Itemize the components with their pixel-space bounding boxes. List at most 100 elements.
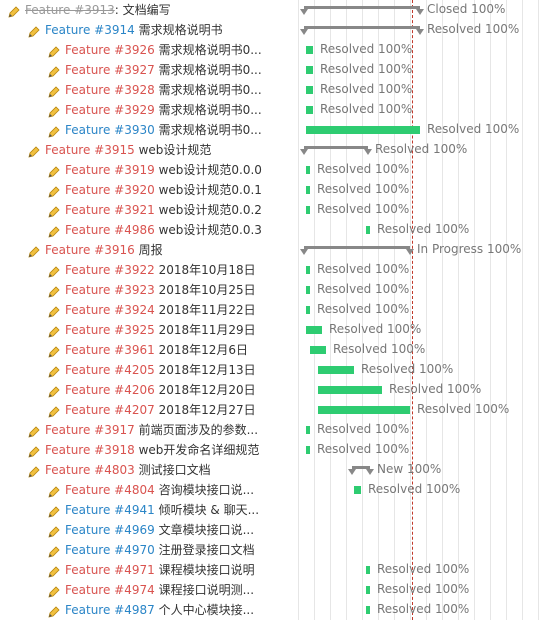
issue-link[interactable]: Feature #4986 <box>65 223 155 237</box>
task-bar[interactable] <box>366 566 370 574</box>
pencil-icon <box>48 564 60 578</box>
grid-line <box>442 0 443 620</box>
status-label: Resolved 100% <box>377 582 470 596</box>
issue-label: Feature #3918 web开发命名详细规范 <box>45 440 259 460</box>
grid-line <box>362 0 363 620</box>
issue-link[interactable]: Feature #3928 <box>65 83 155 97</box>
status-label: Resolved 100% <box>317 202 410 216</box>
pencil-icon <box>28 444 40 458</box>
status-label: Resolved 100% <box>320 102 413 116</box>
issue-title: 需求规格说明书0... <box>158 63 262 77</box>
grid-line <box>538 0 539 620</box>
issue-link[interactable]: Feature #3923 <box>65 283 155 297</box>
issue-link[interactable]: Feature #3961 <box>65 343 155 357</box>
issue-link[interactable]: Feature #3913 <box>25 3 115 17</box>
status-label: Resolved 100% <box>375 142 468 156</box>
issue-link[interactable]: Feature #4804 <box>65 483 155 497</box>
issue-row: Feature #4986 web设计规范0.0.3 <box>0 220 298 240</box>
issue-label: Feature #4986 web设计规范0.0.3 <box>65 220 262 240</box>
issue-row: Feature #4205 2018年12月13日 <box>0 360 298 380</box>
parent-bar <box>304 146 368 149</box>
issue-link[interactable]: Feature #3926 <box>65 43 155 57</box>
issue-link[interactable]: Feature #3914 <box>45 23 135 37</box>
status-label: New 100% <box>377 462 442 476</box>
issue-title: web设计规范0.0.0 <box>158 163 262 177</box>
issue-link[interactable]: Feature #3927 <box>65 63 155 77</box>
issue-link[interactable]: Feature #3924 <box>65 303 155 317</box>
issue-label: Feature #3917 前端页面涉及的参数... <box>45 420 258 440</box>
task-bar[interactable] <box>306 206 310 214</box>
task-bar[interactable] <box>366 226 370 234</box>
task-bar[interactable] <box>306 426 310 434</box>
task-bar[interactable] <box>306 266 310 274</box>
issue-row: Feature #4941 倾听模块 & 聊天... <box>0 500 298 520</box>
pencil-icon <box>48 384 60 398</box>
grid-line <box>410 0 411 620</box>
status-label: In Progress 100% <box>417 242 522 256</box>
task-bar[interactable] <box>366 586 370 594</box>
task-bar[interactable] <box>306 286 310 294</box>
task-bar[interactable] <box>354 486 361 494</box>
issue-link[interactable]: Feature #4969 <box>65 523 155 537</box>
issue-link[interactable]: Feature #3929 <box>65 103 155 117</box>
task-bar[interactable] <box>306 306 310 314</box>
issue-link[interactable]: Feature #3921 <box>65 203 155 217</box>
issue-link[interactable]: Feature #3922 <box>65 263 155 277</box>
pencil-icon <box>48 164 60 178</box>
pencil-icon <box>48 184 60 198</box>
issue-link[interactable]: Feature #4206 <box>65 383 155 397</box>
task-bar[interactable] <box>306 86 313 94</box>
issue-link[interactable]: Feature #4207 <box>65 403 155 417</box>
task-bar[interactable] <box>306 66 313 74</box>
issue-title: 需求规格说明书0... <box>158 43 262 57</box>
issue-link[interactable]: Feature #4987 <box>65 603 155 617</box>
issue-label: Feature #3928 需求规格说明书0... <box>65 80 262 100</box>
issue-label: Feature #3913: 文档编写 <box>25 3 171 17</box>
issue-label: Feature #4941 倾听模块 & 聊天... <box>65 500 259 520</box>
task-bar[interactable] <box>306 106 313 114</box>
issue-link[interactable]: Feature #4205 <box>65 363 155 377</box>
task-bar[interactable] <box>306 446 310 454</box>
issue-link[interactable]: Feature #3920 <box>65 183 155 197</box>
task-bar[interactable] <box>318 366 354 374</box>
task-bar[interactable] <box>306 46 313 54</box>
issue-link[interactable]: Feature #4971 <box>65 563 155 577</box>
issue-row: Feature #3927 需求规格说明书0... <box>0 60 298 80</box>
task-bar[interactable] <box>306 126 420 134</box>
pencil-icon <box>48 544 60 558</box>
parent-bar-marker <box>300 9 308 15</box>
issue-link[interactable]: Feature #3915 <box>45 143 135 157</box>
issue-title: 2018年12月13日 <box>158 363 256 377</box>
issue-link[interactable]: Feature #4941 <box>65 503 155 517</box>
issue-row: Feature #4206 2018年12月20日 <box>0 380 298 400</box>
issue-link[interactable]: Feature #4974 <box>65 583 155 597</box>
task-bar[interactable] <box>306 186 310 194</box>
grid-line <box>506 0 507 620</box>
task-bar[interactable] <box>366 606 370 614</box>
issue-link[interactable]: Feature #3916 <box>45 243 135 257</box>
pencil-icon <box>48 524 60 538</box>
task-bar[interactable] <box>318 406 410 414</box>
issue-link[interactable]: Feature #4803 <box>45 463 135 477</box>
task-bar[interactable] <box>318 386 382 394</box>
pencil-icon <box>48 304 60 318</box>
issue-link[interactable]: Feature #4970 <box>65 543 155 557</box>
issue-link[interactable]: Feature #3925 <box>65 323 155 337</box>
issue-title: 2018年11月29日 <box>158 323 256 337</box>
issue-link[interactable]: Feature #3930 <box>65 123 155 137</box>
issue-title: 2018年10月18日 <box>158 263 256 277</box>
status-label: Resolved 100% <box>417 402 510 416</box>
issue-link[interactable]: Feature #3917 <box>45 423 135 437</box>
pencil-icon <box>8 4 20 18</box>
task-bar[interactable] <box>310 346 326 354</box>
issue-row: Feature #3930 需求规格说明书0... <box>0 120 298 140</box>
issue-link[interactable]: Feature #3919 <box>65 163 155 177</box>
parent-bar <box>304 26 420 29</box>
status-label: Resolved 100% <box>333 342 426 356</box>
issue-title: 文档编写 <box>122 3 171 17</box>
issue-label: Feature #4971 课程模块接口说明 <box>65 560 255 580</box>
issue-link[interactable]: Feature #3918 <box>45 443 135 457</box>
task-bar[interactable] <box>306 166 310 174</box>
pencil-icon <box>48 484 60 498</box>
task-bar[interactable] <box>306 326 322 334</box>
